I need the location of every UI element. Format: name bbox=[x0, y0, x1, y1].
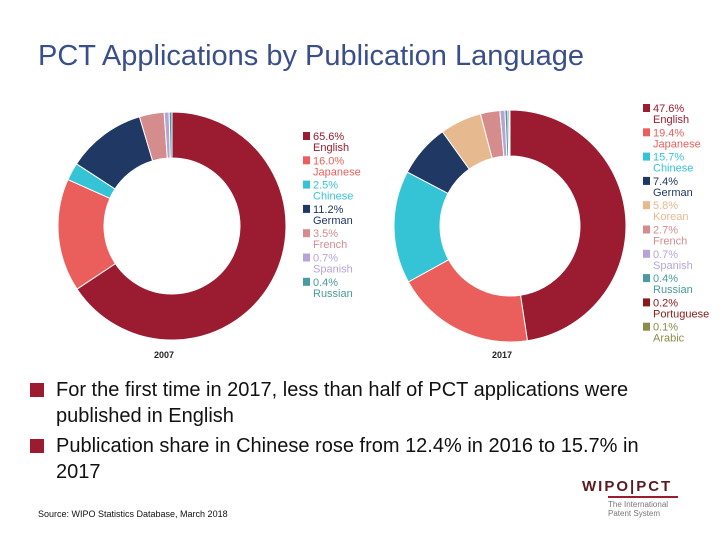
legend-swatch bbox=[643, 201, 650, 210]
legend-value: 15.7% bbox=[653, 152, 684, 164]
legend-swatch bbox=[643, 104, 650, 112]
legend-swatch bbox=[643, 322, 650, 331]
legend-label: Korean bbox=[653, 211, 688, 223]
wipo-pct-logo: WIPO|PCT The International Patent System bbox=[582, 478, 692, 518]
legend-label: Portuguese bbox=[653, 308, 709, 320]
chart-year-label: 2017 bbox=[492, 350, 512, 360]
bullet-square-icon bbox=[30, 383, 44, 397]
legend-swatch bbox=[303, 277, 310, 286]
donut-slice-arabic bbox=[508, 109, 511, 157]
legend-label: English bbox=[653, 114, 689, 126]
legend-value: 0.7% bbox=[653, 249, 678, 261]
donut-slice-english bbox=[509, 109, 627, 342]
legend-label: English bbox=[313, 142, 349, 154]
legend-swatch bbox=[303, 204, 310, 213]
donut-slice-english bbox=[76, 111, 287, 341]
legend-label: Japanese bbox=[313, 166, 361, 178]
logo-subtitle-line1: The International bbox=[608, 500, 669, 509]
bullet-square-icon bbox=[30, 439, 44, 453]
legend-swatch bbox=[643, 152, 650, 161]
legend-value: 2.7% bbox=[653, 225, 678, 237]
source-note: Source: WIPO Statistics Database, March … bbox=[38, 509, 228, 519]
legend-label: Russian bbox=[653, 284, 693, 296]
legend-swatch bbox=[303, 180, 310, 189]
donut-slice-russian bbox=[168, 111, 173, 159]
legend-value: 11.2% bbox=[313, 204, 344, 216]
legend-swatch bbox=[643, 298, 650, 307]
legend-label: Chinese bbox=[653, 163, 693, 175]
bullet-list: For the first time in 2017, less than ha… bbox=[30, 377, 670, 489]
legend-label: French bbox=[313, 239, 347, 251]
legend-value: 16.0% bbox=[313, 155, 344, 167]
legend-swatch bbox=[303, 156, 310, 165]
legend-swatch bbox=[643, 274, 650, 283]
legend-value: 3.5% bbox=[313, 228, 338, 240]
donut-charts: 200765.6%English16.0%Japanese2.5%Chinese… bbox=[57, 103, 709, 360]
legend-value: 0.1% bbox=[653, 322, 678, 334]
legend-swatch bbox=[643, 128, 650, 137]
legend-swatch bbox=[643, 225, 650, 234]
legend-value: 65.6% bbox=[313, 131, 344, 143]
logo-wordmark: WIPO|PCT bbox=[582, 478, 673, 495]
legend-label: Spanish bbox=[653, 260, 693, 272]
legend-swatch bbox=[303, 253, 310, 262]
legend-label: German bbox=[653, 187, 693, 199]
legend-swatch bbox=[643, 249, 650, 258]
legend-label: Chinese bbox=[313, 191, 353, 203]
legend-label: Japanese bbox=[653, 138, 701, 150]
logo-divider bbox=[608, 496, 678, 498]
legend-value: 0.7% bbox=[313, 253, 338, 265]
legend-value: 0.2% bbox=[653, 297, 678, 309]
legend-swatch bbox=[643, 176, 650, 185]
legend-swatch bbox=[303, 132, 310, 140]
page-title: PCT Applications by Publication Language bbox=[38, 40, 585, 72]
legend-label: French bbox=[653, 236, 687, 248]
legend-swatch bbox=[303, 229, 310, 238]
legend-value: 19.4% bbox=[653, 127, 684, 139]
legend-value: 0.4% bbox=[653, 273, 678, 285]
logo-subtitle-line2: Patent System bbox=[608, 509, 661, 518]
legend-value: 2.5% bbox=[313, 180, 338, 192]
legend-value: 5.8% bbox=[653, 200, 678, 212]
bullet-item: Publication share in Chinese rose from 1… bbox=[30, 433, 670, 485]
bullet-item: For the first time in 2017, less than ha… bbox=[30, 377, 670, 429]
legend-value: 7.4% bbox=[653, 176, 678, 188]
bullet-text: For the first time in 2017, less than ha… bbox=[56, 379, 629, 427]
legend-label: Arabic bbox=[653, 333, 685, 345]
bullet-text: Publication share in Chinese rose from 1… bbox=[56, 435, 639, 483]
legend-label: Russian bbox=[313, 288, 353, 300]
legend-value: 0.4% bbox=[313, 277, 338, 289]
legend-label: Spanish bbox=[313, 264, 353, 276]
legend-label: German bbox=[313, 215, 353, 227]
legend-value: 47.6% bbox=[653, 103, 684, 115]
chart-year-label: 2007 bbox=[154, 350, 174, 360]
